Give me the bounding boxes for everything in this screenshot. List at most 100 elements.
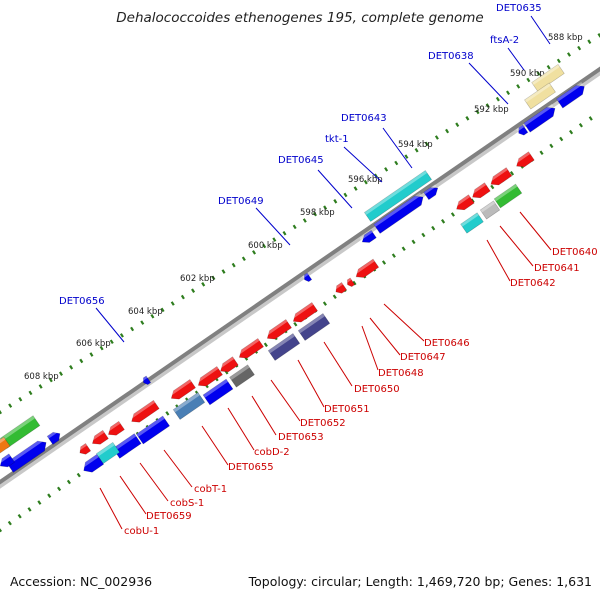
gene-DET0652-shape <box>266 319 292 340</box>
gene-cobS-1d[interactable] <box>136 415 170 445</box>
gene-DET0641b[interactable] <box>493 183 523 209</box>
gene-label-DET0647[interactable]: DET0647 <box>400 352 446 363</box>
kbp-label: 596 kbp <box>348 175 383 185</box>
gene-DET0653[interactable] <box>267 333 301 361</box>
scale-tick <box>292 224 297 230</box>
backbone-shadow <box>0 68 600 489</box>
gene-cobU-1b[interactable] <box>112 433 142 459</box>
gene-DET0655[interactable] <box>217 356 239 375</box>
gene-label-DET0635[interactable]: DET0635 <box>496 3 542 14</box>
gene-DET0648[interactable] <box>333 282 348 295</box>
gene-label-DET0648[interactable]: DET0648 <box>378 368 424 379</box>
gene-label-DET0656[interactable]: DET0656 <box>59 296 105 307</box>
gene-label-DET0652[interactable]: DET0652 <box>300 418 346 429</box>
gene-DET0658b[interactable] <box>6 437 49 473</box>
gene-DET0642-highlight <box>453 194 471 208</box>
gene-DET0639[interactable] <box>516 124 529 137</box>
gene-DET0649[interactable] <box>302 272 313 283</box>
gene-DET0637[interactable] <box>556 81 588 109</box>
gene-label-DET0653[interactable]: DET0653 <box>278 432 324 443</box>
gene-DET0640a[interactable] <box>513 151 535 170</box>
gene-label-DET0650[interactable]: DET0650 <box>354 384 400 395</box>
gene-DET0653-shape <box>267 333 301 361</box>
backbone-line <box>0 66 600 485</box>
gene-label-DET0649[interactable]: DET0649 <box>218 196 264 207</box>
gene-DET0647[interactable] <box>345 277 356 288</box>
gene-label-DET0655[interactable]: DET0655 <box>228 462 274 473</box>
scale-tick <box>99 345 104 351</box>
gene-cobD-2[interactable] <box>236 338 264 362</box>
gene-DET0645[interactable] <box>359 229 377 245</box>
gene-DET0644b[interactable] <box>423 184 441 201</box>
kbp-label: 600 kbp <box>248 241 283 251</box>
scale-tick <box>160 307 165 313</box>
gene-DET0642b[interactable] <box>460 212 484 234</box>
gene-DET0652[interactable] <box>264 319 292 343</box>
gene-cobS-1c[interactable] <box>77 443 92 456</box>
gene-cobS-1-shape <box>108 420 125 436</box>
scale-tick <box>241 256 246 262</box>
gene-DET0658[interactable] <box>46 429 63 445</box>
gene-DET0641c[interactable] <box>479 200 501 220</box>
gene-DET0658c[interactable] <box>0 453 16 470</box>
gene-DET0650[interactable] <box>290 302 318 326</box>
gene-DET0642[interactable] <box>453 194 475 213</box>
gene-label-cobD-2[interactable]: cobD-2 <box>254 447 290 458</box>
gene-DET0644[interactable] <box>373 192 426 234</box>
gene-DET0658c-shape <box>0 453 16 468</box>
scale-tick <box>588 116 593 121</box>
gene-DET0641[interactable] <box>469 182 491 201</box>
scale-tick <box>450 212 455 217</box>
gene-cobS-1[interactable] <box>105 420 125 438</box>
gene-DET0638[interactable] <box>523 103 558 133</box>
gene-ftsA-2[interactable] <box>524 82 556 110</box>
gene-DET0641c-shape <box>479 200 501 220</box>
gene-cobT-1b-shape <box>172 392 206 420</box>
gene-label-DET0642[interactable]: DET0642 <box>510 278 556 289</box>
gene-DET0657b[interactable] <box>0 436 11 454</box>
gene-label-cobS-1[interactable]: cobS-1 <box>170 498 204 509</box>
gene-DET0655c[interactable] <box>202 378 234 406</box>
gene-tkt-1[interactable] <box>363 170 433 222</box>
gene-cobU-1c[interactable] <box>80 453 105 475</box>
gene-cobT-1b[interactable] <box>172 392 206 420</box>
scale-tick <box>441 219 446 224</box>
leader-line <box>99 487 123 530</box>
gene-label-DET0640[interactable]: DET0640 <box>552 247 598 258</box>
gene-label-cobU-1[interactable]: cobU-1 <box>124 526 159 537</box>
gene-label-DET0643[interactable]: DET0643 <box>341 113 387 124</box>
gene-DET0640[interactable] <box>488 167 513 189</box>
gene-label-DET0651[interactable]: DET0651 <box>324 404 370 415</box>
gene-DET0635-highlight <box>531 64 560 86</box>
gene-cobD-2-shape <box>238 338 264 359</box>
scale-tick <box>282 230 287 236</box>
scale-tick <box>0 409 2 415</box>
gene-label-DET0645[interactable]: DET0645 <box>278 155 324 166</box>
gene-DET0654[interactable] <box>195 366 223 390</box>
gene-cobU-1c-highlight <box>80 454 99 469</box>
gene-label-ftsA-2[interactable]: ftsA-2 <box>490 35 519 46</box>
gene-cobS-1b[interactable] <box>89 429 109 447</box>
gene-DET0655b[interactable] <box>229 364 255 388</box>
gene-DET0644b-shape <box>423 187 439 201</box>
gene-label-DET0659[interactable]: DET0659 <box>146 511 192 522</box>
gene-cobT-1[interactable] <box>168 379 196 403</box>
gene-DET0646[interactable] <box>353 258 380 281</box>
gene-cobU-1-highlight <box>96 442 115 457</box>
gene-label-DET0641[interactable]: DET0641 <box>534 263 580 274</box>
scale-tick <box>465 116 470 121</box>
gene-DET0640a-highlight <box>513 151 531 165</box>
gene-label-tkt-1[interactable]: tkt-1 <box>325 134 349 145</box>
gene-label-cobT-1[interactable]: cobT-1 <box>194 484 227 495</box>
gene-DET0635[interactable] <box>531 63 565 93</box>
gene-label-DET0638[interactable]: DET0638 <box>428 51 474 62</box>
scale-tick <box>401 246 406 252</box>
gene-DET0651[interactable] <box>297 313 331 341</box>
scale-tick <box>272 237 277 242</box>
gene-DET0656[interactable] <box>141 375 152 386</box>
gene-DET0659[interactable] <box>128 399 160 425</box>
gene-label-DET0646[interactable]: DET0646 <box>424 338 470 349</box>
scale-tick <box>323 205 328 210</box>
gene-DET0655c-shape <box>202 378 234 406</box>
gene-cobU-1c-shape <box>83 453 105 473</box>
